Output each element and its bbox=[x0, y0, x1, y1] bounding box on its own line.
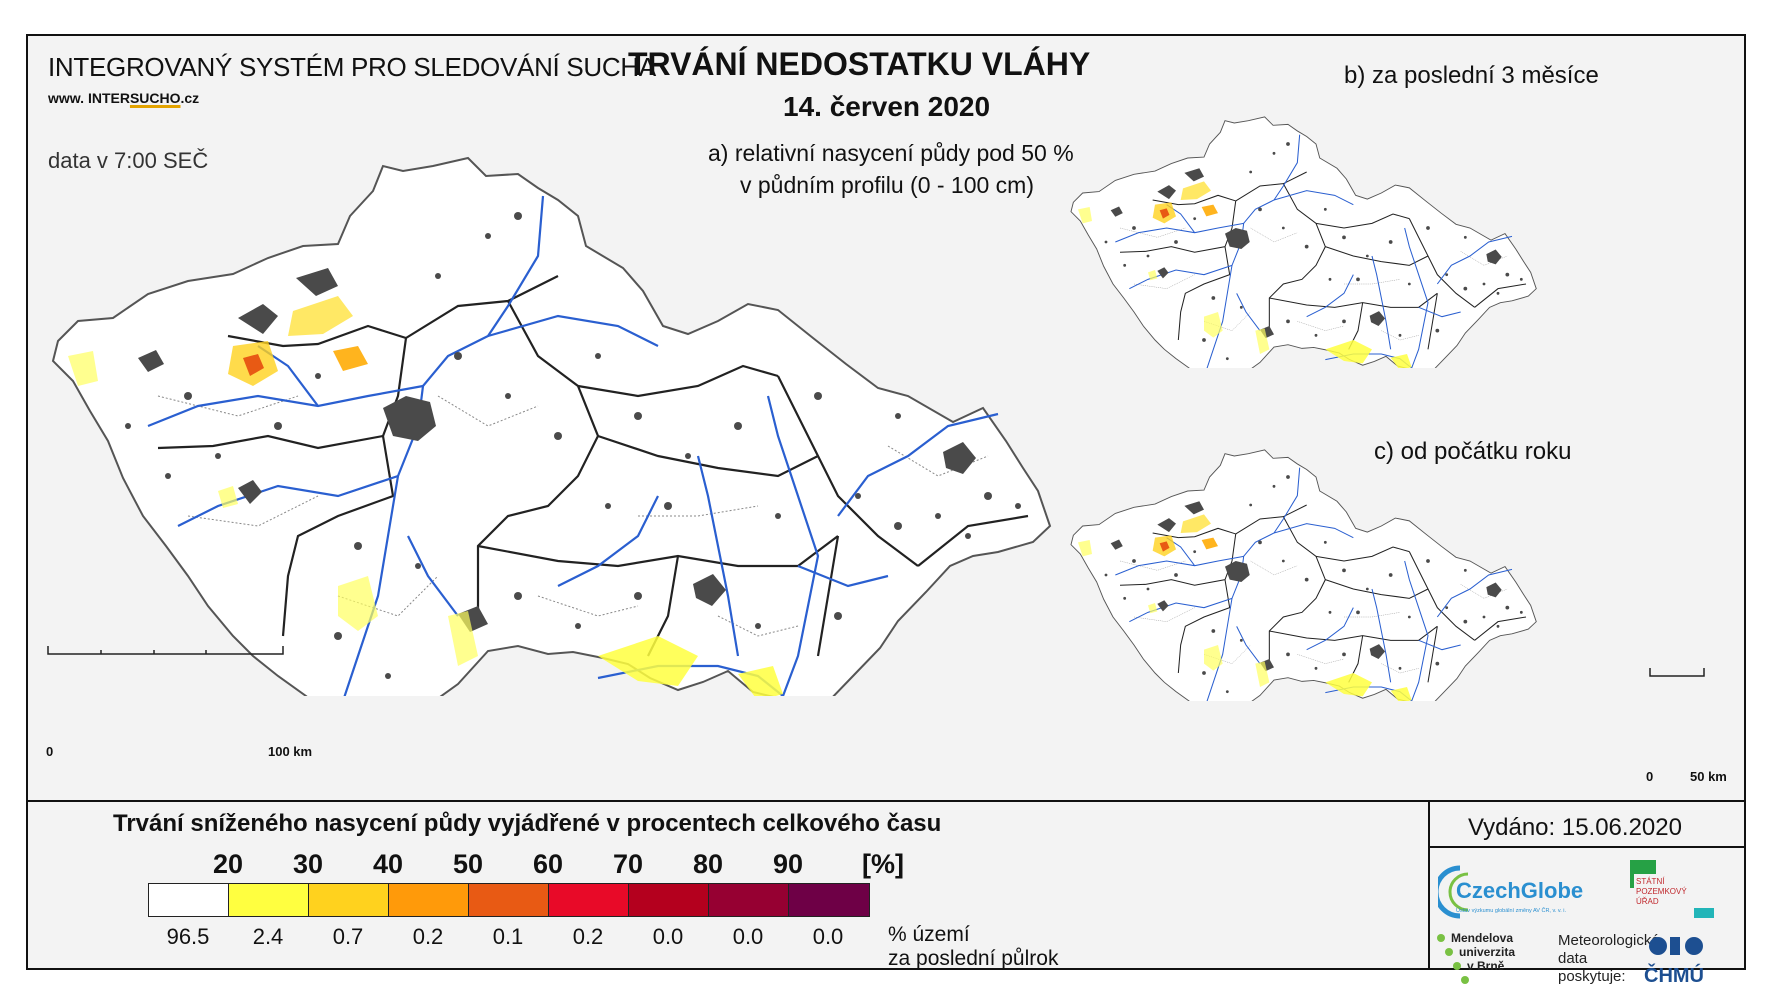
mendel-logo: Mendelova univerzita v Brně bbox=[1437, 931, 1515, 984]
czechglobe-logo: CzechGlobe Ústav výzkumu globální změny … bbox=[1438, 865, 1583, 919]
map-b bbox=[1070, 116, 1537, 368]
legend-swatch bbox=[149, 884, 229, 916]
legend-percent: 0.0 bbox=[812, 924, 844, 949]
legend-swatch bbox=[629, 884, 709, 916]
legend-tick: 30 bbox=[292, 849, 324, 879]
panel-a-caption-line2: v půdním profilu (0 - 100 cm) bbox=[740, 172, 1035, 198]
website-inter: INTER bbox=[87, 90, 130, 106]
legend-percent: 0.2 bbox=[412, 924, 444, 949]
spu-line1: STÁTNÍ bbox=[1636, 877, 1665, 886]
mendel-line1: Mendelova bbox=[1451, 931, 1513, 945]
issued-underline bbox=[1430, 846, 1744, 848]
legend-tick: 60 bbox=[532, 849, 564, 879]
map-c bbox=[1070, 449, 1537, 701]
chmu-logo: ČHMÚ bbox=[1644, 937, 1704, 987]
legend-percent: 0.0 bbox=[732, 924, 764, 949]
legend-swatch bbox=[309, 884, 389, 916]
website-sucho: SUCHO bbox=[129, 90, 181, 106]
legend-swatch bbox=[789, 884, 869, 916]
map-area: INTEGROVANÝ SYSTÉM PRO SLEDOVÁNÍ SUCHA w… bbox=[28, 36, 1744, 800]
main-date: 14. červen 2020 bbox=[783, 91, 991, 122]
legend-unit: [%] bbox=[862, 849, 904, 879]
website-link[interactable]: www. INTERSUCHO.cz bbox=[48, 90, 199, 106]
czechglobe-name: CzechGlobe bbox=[1456, 878, 1583, 903]
percent-note-line1: % území bbox=[888, 923, 970, 946]
legend-swatch bbox=[389, 884, 469, 916]
legend-tick: 90 bbox=[772, 849, 804, 879]
mendel-line3: v Brně bbox=[1467, 959, 1505, 973]
horizontal-divider bbox=[28, 800, 1744, 802]
legend-percent: 2.4 bbox=[252, 924, 284, 949]
vertical-divider bbox=[1428, 800, 1430, 970]
legend-title: Trvání sníženého nasycení půdy vyjádřené… bbox=[113, 810, 942, 837]
data-time: data v 7:00 SEČ bbox=[48, 148, 209, 173]
spu-line2: POZEMKOVÝ bbox=[1636, 887, 1687, 896]
legend-color-bar bbox=[148, 883, 870, 917]
panel-c-title: c) od počátku roku bbox=[1374, 438, 1572, 465]
map-canvas bbox=[47, 116, 1705, 701]
legend-tick: 70 bbox=[612, 849, 644, 879]
mendel-line2: univerzita bbox=[1459, 945, 1515, 959]
spu-line3: ÚŘAD bbox=[1636, 897, 1659, 906]
map-frame: INTEGROVANÝ SYSTÉM PRO SLEDOVÁNÍ SUCHA w… bbox=[26, 34, 1746, 987]
scale-small-end: 50 km bbox=[1690, 769, 1727, 784]
org-title: INTEGROVANÝ SYSTÉM PRO SLEDOVÁNÍ SUCHA bbox=[48, 52, 656, 82]
website-prefix: www. bbox=[48, 90, 85, 106]
legend-percent: 0.7 bbox=[332, 924, 364, 949]
scale-large-end: 100 km bbox=[268, 744, 313, 759]
panel-b-title: b) za poslední 3 měsíce bbox=[1344, 62, 1599, 89]
legend-percent: 0.1 bbox=[492, 924, 524, 949]
czechglobe-sub: Ústav výzkumu globální změny AV ČR, v. v… bbox=[1456, 907, 1567, 914]
legend-percent: 96.5 bbox=[166, 924, 210, 949]
legend-tick: 40 bbox=[372, 849, 404, 879]
legend-tick: 20 bbox=[212, 849, 244, 879]
scale-small-start: 0 bbox=[1646, 769, 1654, 784]
scale-bar-large bbox=[47, 646, 284, 655]
legend-swatch bbox=[229, 884, 309, 916]
scale-large-start: 0 bbox=[46, 744, 54, 759]
legend-tick: 80 bbox=[692, 849, 724, 879]
website-suffix: .cz bbox=[180, 90, 200, 106]
panel-a-caption-line1: a) relativní nasycení půdy pod 50 % bbox=[708, 140, 1074, 166]
legend-swatch bbox=[549, 884, 629, 916]
legend-swatch bbox=[469, 884, 549, 916]
main-title: TRVÁNÍ NEDOSTATKU VLÁHY bbox=[628, 46, 1091, 82]
legend-percent: 0.0 bbox=[652, 924, 684, 949]
scale-bar-small bbox=[1649, 668, 1705, 677]
legend-tick: 50 bbox=[452, 849, 484, 879]
spu-logo: STÁTNÍ POZEMKOVÝ ÚŘAD bbox=[1630, 860, 1714, 918]
chmu-name: ČHMÚ bbox=[1644, 963, 1704, 987]
legend-swatch bbox=[709, 884, 789, 916]
legend-percent: 0.2 bbox=[572, 924, 604, 949]
percent-note-line2: za poslední půlrok bbox=[888, 947, 1059, 970]
map-a bbox=[51, 156, 1052, 696]
meteo-data-note: Meteorologická data poskytuje: bbox=[1558, 932, 1660, 985]
issued-date: Vydáno: 15.06.2020 bbox=[1468, 814, 1682, 841]
